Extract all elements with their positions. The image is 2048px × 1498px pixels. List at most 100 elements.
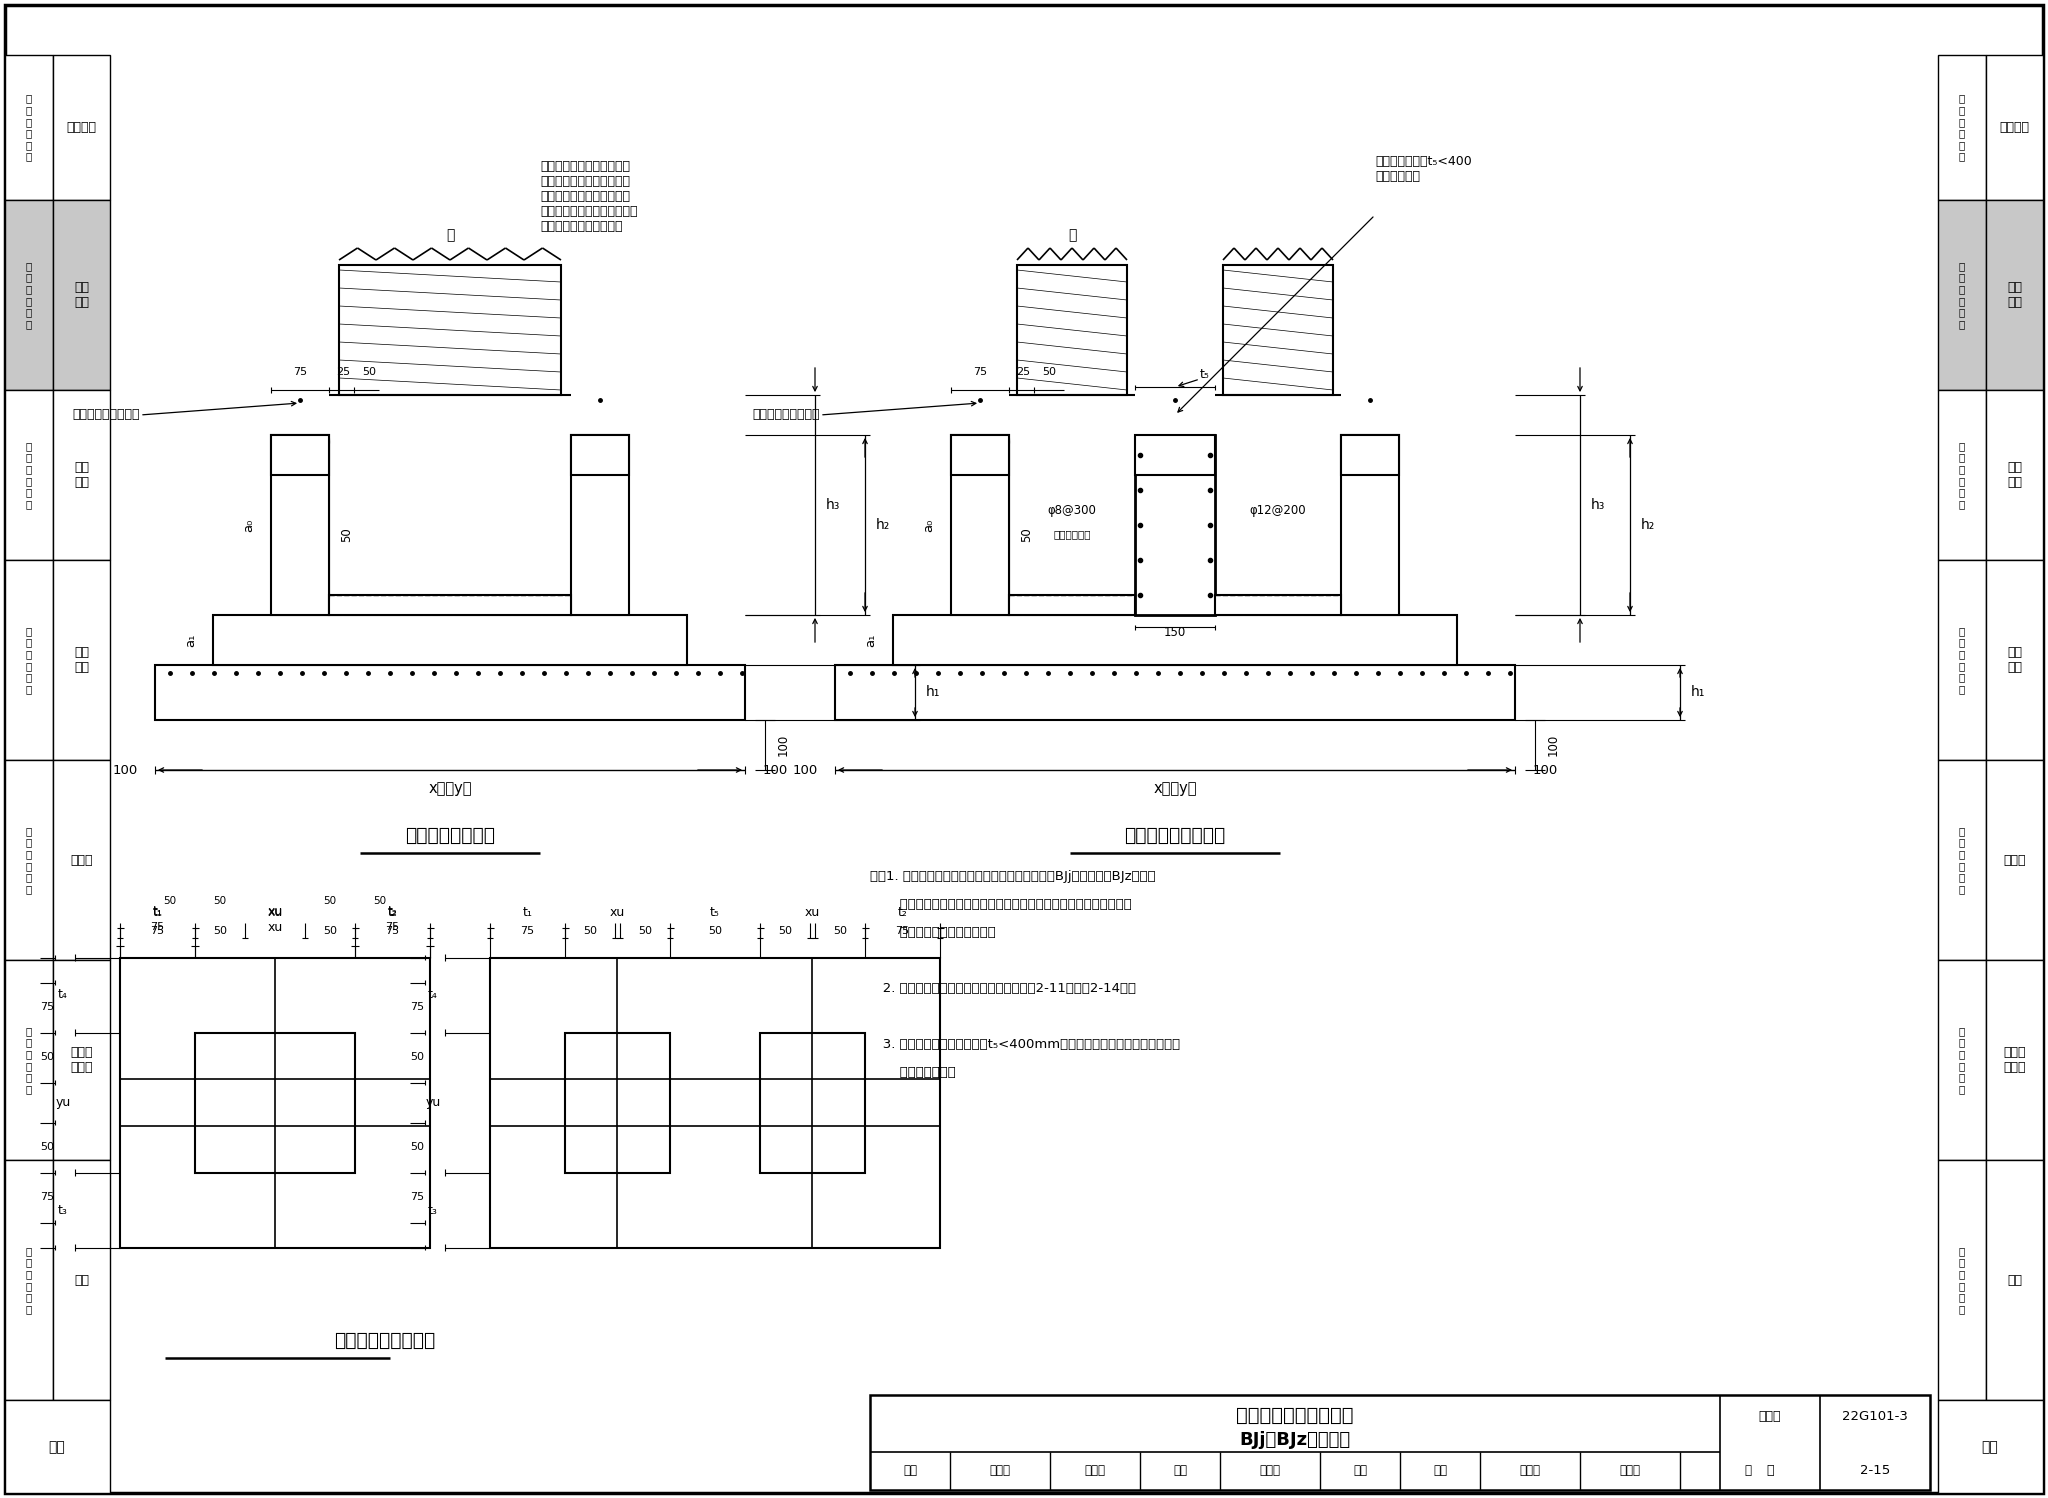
Text: 75: 75 <box>410 1002 424 1013</box>
Bar <box>340 265 561 395</box>
Text: 50: 50 <box>362 367 377 377</box>
Text: 75: 75 <box>41 1002 53 1013</box>
Text: 50: 50 <box>213 926 227 935</box>
Text: 桩基础: 桩基础 <box>2003 854 2025 866</box>
Bar <box>760 1032 864 1173</box>
Bar <box>836 665 1516 721</box>
Bar <box>53 55 111 201</box>
Bar <box>1937 389 1987 560</box>
Text: 75: 75 <box>520 926 535 935</box>
Text: h₂: h₂ <box>877 518 891 532</box>
Text: xu: xu <box>610 906 625 918</box>
Text: 复合审: 复合审 <box>1085 1465 1106 1477</box>
Text: 答客疑: 答客疑 <box>1620 1465 1640 1477</box>
Bar <box>1135 434 1214 475</box>
Text: 标
准
构
造
详
图: 标 准 构 造 详 图 <box>1958 1026 1966 1094</box>
Text: 标
准
构
造
详
图: 标 准 构 造 详 图 <box>27 626 33 694</box>
Text: 25: 25 <box>1016 367 1030 377</box>
Text: t₁: t₁ <box>522 906 532 918</box>
Text: 75: 75 <box>410 1192 424 1203</box>
Text: a₀: a₀ <box>922 518 936 532</box>
Text: a₁: a₁ <box>184 634 197 647</box>
Text: 100: 100 <box>113 764 137 776</box>
Text: t₂: t₂ <box>387 905 397 918</box>
Text: 页: 页 <box>1745 1465 1751 1477</box>
Text: 当中间杯壁宽度t₅<400
时的构造配筋: 当中间杯壁宽度t₅<400 时的构造配筋 <box>1374 154 1473 183</box>
Text: t₁: t₁ <box>152 905 162 918</box>
Bar <box>1135 434 1214 616</box>
Text: xu: xu <box>268 905 283 918</box>
Text: 筏形
基础: 筏形 基础 <box>2007 646 2021 674</box>
Bar <box>53 960 111 1159</box>
Text: 50: 50 <box>410 1143 424 1152</box>
Text: 柱插入杯口部分的表面应凿
毛，柱子与杯口之间的空隙
用比基础混凝土强度等级高
一级的细石混凝土先填底部，
将柱校正后灌注振实四周: 柱插入杯口部分的表面应凿 毛，柱子与杯口之间的空隙 用比基础混凝土强度等级高 一… <box>541 160 637 234</box>
Text: 75: 75 <box>973 367 987 377</box>
Text: 注：1. 杯口独立基础底板的截面形状可为阶形截面BJj或锥形截面BJz，当为: 注：1. 杯口独立基础底板的截面形状可为阶形截面BJj或锥形截面BJz，当为 <box>870 870 1155 882</box>
Text: 杯口独立基础构造: 杯口独立基础构造 <box>406 825 496 845</box>
Text: 一般构造: 一般构造 <box>66 121 96 133</box>
Text: 50: 50 <box>834 926 848 935</box>
Bar <box>1937 1401 2044 1494</box>
Text: 50: 50 <box>584 926 598 935</box>
Text: 条形
基础: 条形 基础 <box>2007 461 2021 488</box>
Text: 50: 50 <box>410 1053 424 1062</box>
Text: 100: 100 <box>1532 764 1559 776</box>
Text: 100: 100 <box>762 764 788 776</box>
Text: φ8@300: φ8@300 <box>1049 505 1096 517</box>
Text: 标
准
构
造
详
图: 标 准 构 造 详 图 <box>1958 440 1966 509</box>
Text: 50: 50 <box>340 527 354 542</box>
Text: yu: yu <box>55 1097 70 1109</box>
Text: 50: 50 <box>778 926 793 935</box>
Text: 标
准
构
造
详
图: 标 准 构 造 详 图 <box>1958 825 1966 894</box>
Text: 标
准
构
造
详
图: 标 准 构 造 详 图 <box>1958 261 1966 330</box>
Bar <box>1937 1159 1987 1401</box>
Text: h₁: h₁ <box>926 686 940 700</box>
Text: 50: 50 <box>164 896 176 906</box>
Text: t₄: t₄ <box>57 989 68 1002</box>
Text: 一般构造: 一般构造 <box>1999 121 2030 133</box>
Bar <box>156 665 745 721</box>
Text: 标
准
构
造
详
图: 标 准 构 造 详 图 <box>27 1026 33 1094</box>
Text: 2-15: 2-15 <box>1860 1464 1890 1477</box>
Bar <box>571 434 629 616</box>
Text: 曲卫波: 曲卫波 <box>1260 1465 1280 1477</box>
Text: 75: 75 <box>385 926 399 935</box>
Bar <box>1010 595 1135 616</box>
Text: 基础相
关构造: 基础相 关构造 <box>2003 1046 2025 1074</box>
Text: 22G101-3: 22G101-3 <box>1841 1411 1909 1423</box>
Text: 75: 75 <box>150 926 164 935</box>
Bar <box>1987 560 2044 759</box>
Text: 100: 100 <box>776 734 788 756</box>
Bar <box>4 389 53 560</box>
Text: t₅: t₅ <box>711 906 721 918</box>
Text: xu: xu <box>805 906 819 918</box>
Bar <box>1937 560 1987 759</box>
Text: 标
准
构
造
详
图: 标 准 构 造 详 图 <box>27 93 33 162</box>
Text: 标
准
构
造
详
图: 标 准 构 造 详 图 <box>27 825 33 894</box>
Text: 标
准
构
造
详
图: 标 准 构 造 详 图 <box>1958 93 1966 162</box>
Text: t₂: t₂ <box>897 906 907 918</box>
Text: h₃: h₃ <box>825 497 840 512</box>
Text: 150: 150 <box>1163 626 1186 640</box>
Text: 附录: 附录 <box>2007 1273 2021 1287</box>
Text: 黄志刚: 黄志刚 <box>989 1465 1010 1477</box>
Text: （分布钢筋）: （分布钢筋） <box>1053 529 1092 539</box>
Text: 标
准
构
造
详
图: 标 准 构 造 详 图 <box>27 1246 33 1314</box>
Bar <box>121 957 430 1248</box>
Text: 独立
基础: 独立 基础 <box>2007 282 2021 309</box>
Text: 柱: 柱 <box>1067 228 1075 243</box>
Bar <box>1987 1159 2044 1401</box>
Text: 50: 50 <box>41 1053 53 1062</box>
Text: 杯口顶部焊接钢筋网: 杯口顶部焊接钢筋网 <box>334 1330 434 1350</box>
Text: 100: 100 <box>793 764 817 776</box>
Text: 标
准
构
造
详
图: 标 准 构 造 详 图 <box>27 261 33 330</box>
Bar <box>1987 55 2044 201</box>
Text: 本图所示施工。: 本图所示施工。 <box>870 1067 956 1079</box>
Text: x（或y）: x（或y） <box>1153 780 1196 795</box>
Bar <box>4 1159 53 1401</box>
Bar <box>213 616 686 665</box>
Text: 校对: 校对 <box>1174 1465 1188 1477</box>
Text: 75: 75 <box>895 926 909 935</box>
Bar <box>1937 201 1987 389</box>
Text: 基础相
关构造: 基础相 关构造 <box>70 1046 92 1074</box>
